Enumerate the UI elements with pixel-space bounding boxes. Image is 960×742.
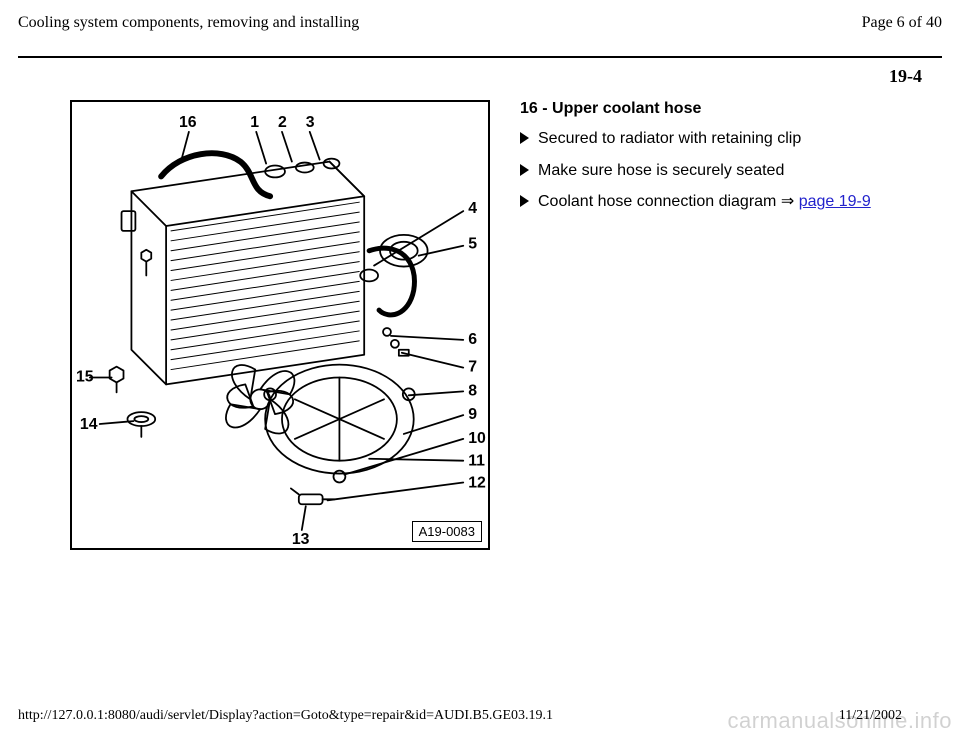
callout-2: 2 [278,114,287,131]
exploded-diagram: 16 1 2 3 4 5 6 7 8 9 10 11 12 13 14 15 [70,100,490,550]
bullet-3: Coolant hose connection diagram ⇒ page 1… [520,191,922,213]
callout-10: 10 [468,430,486,447]
page-header: Cooling system components, removing and … [18,14,942,32]
diagram-id: A19-0083 [412,521,482,542]
bullet-1-text: Secured to radiator with retaining clip [538,130,801,147]
callout-6: 6 [468,331,477,348]
section-number: 19-4 [889,66,922,87]
item-number: 16 [520,100,538,117]
item-description: 16 - Upper coolant hose Secured to radia… [520,100,922,550]
watermark: carmanualsonline.info [727,708,952,734]
header-title: Cooling system components, removing and … [18,14,359,32]
callout-7: 7 [468,359,477,376]
arrow-icon: ⇒ [781,193,794,210]
content-row: 16 1 2 3 4 5 6 7 8 9 10 11 12 13 14 15 [70,100,922,550]
callout-14: 14 [80,416,98,433]
callout-11: 11 [468,453,485,470]
diagram-svg: 16 1 2 3 4 5 6 7 8 9 10 11 12 13 14 15 [72,102,488,548]
callout-8: 8 [468,382,477,399]
callout-9: 9 [468,406,477,423]
callout-4: 4 [468,200,477,217]
bullet-2-text: Make sure hose is securely seated [538,162,784,179]
header-page-indicator: Page 6 of 40 [862,14,942,32]
callout-5: 5 [468,236,477,253]
item-bullets: Secured to radiator with retaining clip … [520,128,922,213]
callout-12: 12 [468,474,486,491]
page: Cooling system components, removing and … [0,0,960,742]
item-title: 16 - Upper coolant hose [520,100,922,118]
page-link-19-9[interactable]: page 19-9 [799,193,871,210]
bullet-1: Secured to radiator with retaining clip [520,128,922,150]
bullet-3-prefix: Coolant hose connection diagram [538,193,781,210]
callout-15: 15 [76,368,94,385]
callout-3: 3 [306,114,315,131]
callout-16: 16 [179,114,197,131]
item-name: Upper coolant hose [552,100,701,117]
callout-13: 13 [292,531,310,548]
bullet-2: Make sure hose is securely seated [520,160,922,182]
callout-1: 1 [250,114,259,131]
header-rule [18,56,942,58]
footer-url: http://127.0.0.1:8080/audi/servlet/Displ… [18,708,553,724]
